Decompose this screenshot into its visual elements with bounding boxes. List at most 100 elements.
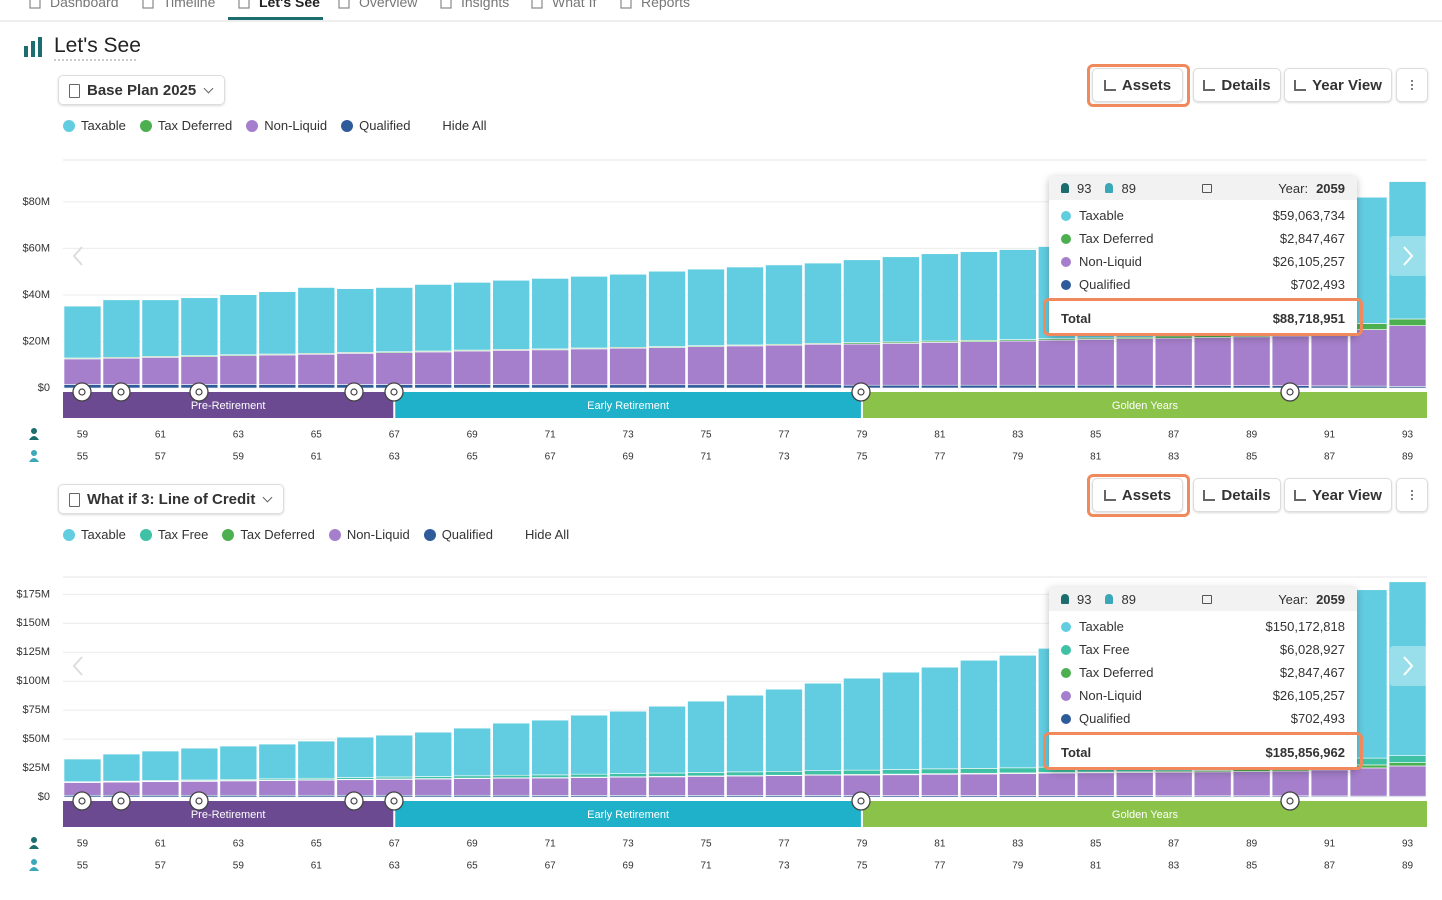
legend-item[interactable]: Non-Liquid xyxy=(329,527,410,542)
tooltip-value: $2,847,467 xyxy=(1280,665,1345,680)
legend-item[interactable]: Taxable xyxy=(63,118,126,133)
bar-segment xyxy=(415,779,452,795)
event-icon[interactable] xyxy=(385,792,403,810)
bar-segment xyxy=(1389,319,1426,326)
event-icon[interactable] xyxy=(385,383,403,401)
bar-segment xyxy=(103,754,140,781)
tooltip-name: Non-Liquid xyxy=(1079,254,1273,269)
legend-item[interactable]: Qualified xyxy=(424,527,493,542)
prev-arrow[interactable] xyxy=(74,657,82,675)
legend-label: Tax Free xyxy=(158,527,209,542)
bar-segment xyxy=(688,347,725,385)
bar-segment xyxy=(1155,336,1192,338)
nav-tab[interactable]: Let's See xyxy=(259,0,320,10)
person-head xyxy=(31,859,37,865)
spouse-age-label: 83 xyxy=(1168,452,1180,463)
legend: Taxable Tax Deferred Non-Liquid Qualified Hi… xyxy=(63,118,487,133)
bar-segment xyxy=(181,298,218,356)
bar-segment xyxy=(415,385,452,388)
age-label: 67 xyxy=(389,430,401,441)
legend-dot xyxy=(222,529,234,541)
plan-dropdown[interactable]: What if 3: Line of Credit xyxy=(58,484,284,514)
event-icon[interactable] xyxy=(73,383,91,401)
age-label: 59 xyxy=(77,430,89,441)
bar-segment xyxy=(298,741,335,778)
spouse-age-label: 77 xyxy=(934,452,946,463)
bar-segment xyxy=(493,350,530,384)
bar-segment xyxy=(1116,385,1153,388)
bar-segment xyxy=(765,689,802,771)
age-label: 75 xyxy=(700,839,712,850)
legend-item[interactable]: Tax Deferred xyxy=(222,527,314,542)
nav-tab-icon xyxy=(339,0,349,8)
event-icon[interactable] xyxy=(73,792,91,810)
legend-item[interactable]: Qualified xyxy=(341,118,410,133)
nav-tab[interactable]: Reports xyxy=(641,0,690,10)
y-tick-label: $20M xyxy=(22,335,50,347)
bar-segment xyxy=(1389,766,1426,796)
bar-segment xyxy=(804,775,841,795)
bar-segment xyxy=(181,748,218,780)
event-icon[interactable] xyxy=(345,792,363,810)
nav-tab[interactable]: Dashboard xyxy=(50,0,119,10)
legend-item[interactable]: Tax Deferred xyxy=(140,118,232,133)
nav-tab[interactable]: Timeline xyxy=(163,0,215,10)
title-icon xyxy=(24,37,42,57)
nav-tab[interactable]: Insights xyxy=(461,0,509,10)
hide-all[interactable]: Hide All xyxy=(525,527,569,542)
nav-tab[interactable]: What If xyxy=(552,0,596,10)
more-button[interactable] xyxy=(1396,478,1428,512)
event-icon[interactable] xyxy=(112,383,130,401)
bar-segment xyxy=(1077,385,1114,388)
spouse-age-label: 71 xyxy=(700,452,712,463)
event-icon[interactable] xyxy=(112,792,130,810)
toolbar-button[interactable]: Year View xyxy=(1284,68,1392,102)
event-icon[interactable] xyxy=(190,383,208,401)
bar-segment xyxy=(142,751,179,781)
legend-item[interactable]: Taxable xyxy=(63,527,126,542)
event-icon[interactable] xyxy=(1281,792,1299,810)
event-icon[interactable] xyxy=(345,383,363,401)
prev-arrow[interactable] xyxy=(74,247,82,265)
bar-segment xyxy=(688,776,725,795)
age-label: 83 xyxy=(1012,430,1024,441)
plan-dropdown[interactable]: Base Plan 2025 xyxy=(58,75,225,105)
event-icon[interactable] xyxy=(190,792,208,810)
button-icon xyxy=(1203,490,1215,501)
bar-segment xyxy=(960,660,997,768)
nav-tab[interactable]: Overview xyxy=(359,0,417,10)
bar-segment xyxy=(843,344,880,385)
legend-item[interactable]: Non-Liquid xyxy=(246,118,327,133)
event-icon[interactable] xyxy=(1281,383,1299,401)
toolbar-button[interactable]: Details xyxy=(1193,478,1281,512)
toolbar-button[interactable]: Year View xyxy=(1284,478,1392,512)
lock-icon[interactable] xyxy=(1202,595,1212,604)
hide-all[interactable]: Hide All xyxy=(442,118,486,133)
phase-label: Golden Years xyxy=(1112,809,1179,821)
age-label: 63 xyxy=(233,839,245,850)
bar-segment xyxy=(843,770,880,774)
person-icon xyxy=(29,450,39,462)
bar-segment xyxy=(181,357,218,385)
y-tick-label: $75M xyxy=(22,704,50,716)
event-icon[interactable] xyxy=(852,383,870,401)
age-label: 91 xyxy=(1324,839,1336,850)
event-icon[interactable] xyxy=(852,792,870,810)
age-label: 61 xyxy=(155,430,167,441)
tooltip: 9389Year:2059Taxable$150,172,818Tax Free… xyxy=(1049,587,1357,770)
assets-highlight xyxy=(1087,64,1190,107)
tooltip-value: $702,493 xyxy=(1291,711,1345,726)
spouse-age-label: 61 xyxy=(311,452,323,463)
bar-segment xyxy=(571,385,608,388)
lock-icon[interactable] xyxy=(1202,184,1212,193)
more-button[interactable] xyxy=(1396,68,1428,102)
legend-dot xyxy=(424,529,436,541)
tooltip-dot xyxy=(1061,234,1071,244)
bar-segment xyxy=(999,341,1036,385)
bar-segment xyxy=(765,776,802,796)
person-body xyxy=(29,458,39,462)
legend-item[interactable]: Tax Free xyxy=(140,527,209,542)
age-label: 93 xyxy=(1402,430,1414,441)
toolbar-button[interactable]: Details xyxy=(1193,68,1281,102)
tooltip-value: $26,105,257 xyxy=(1273,688,1345,703)
